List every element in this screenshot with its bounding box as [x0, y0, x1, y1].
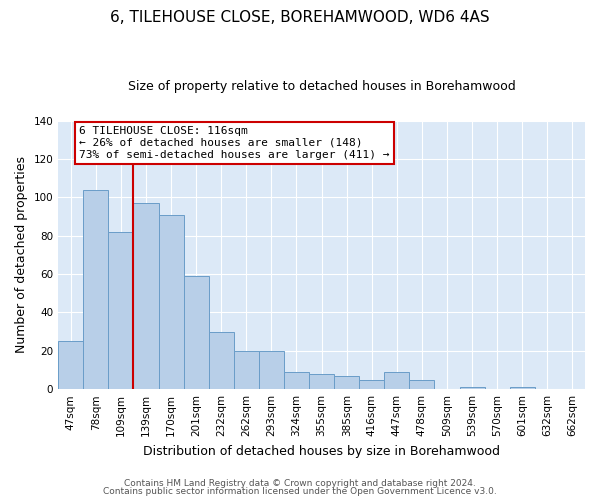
- Bar: [234, 351, 259, 389]
- Title: Size of property relative to detached houses in Borehamwood: Size of property relative to detached ho…: [128, 80, 515, 93]
- Text: Contains public sector information licensed under the Open Government Licence v3: Contains public sector information licen…: [103, 487, 497, 496]
- Bar: [209, 332, 234, 389]
- X-axis label: Distribution of detached houses by size in Borehamwood: Distribution of detached houses by size …: [143, 444, 500, 458]
- Bar: [83, 190, 109, 389]
- Bar: [184, 276, 209, 389]
- Bar: [309, 374, 334, 389]
- Text: 6 TILEHOUSE CLOSE: 116sqm
← 26% of detached houses are smaller (148)
73% of semi: 6 TILEHOUSE CLOSE: 116sqm ← 26% of detac…: [79, 126, 390, 160]
- Bar: [109, 232, 133, 389]
- Text: Contains HM Land Registry data © Crown copyright and database right 2024.: Contains HM Land Registry data © Crown c…: [124, 478, 476, 488]
- Bar: [385, 372, 409, 389]
- Bar: [158, 214, 184, 389]
- Y-axis label: Number of detached properties: Number of detached properties: [15, 156, 28, 354]
- Bar: [409, 380, 434, 389]
- Bar: [259, 351, 284, 389]
- Bar: [284, 372, 309, 389]
- Bar: [58, 341, 83, 389]
- Text: 6, TILEHOUSE CLOSE, BOREHAMWOOD, WD6 4AS: 6, TILEHOUSE CLOSE, BOREHAMWOOD, WD6 4AS: [110, 10, 490, 25]
- Bar: [359, 380, 385, 389]
- Bar: [133, 203, 158, 389]
- Bar: [334, 376, 359, 389]
- Bar: [460, 388, 485, 389]
- Bar: [510, 388, 535, 389]
